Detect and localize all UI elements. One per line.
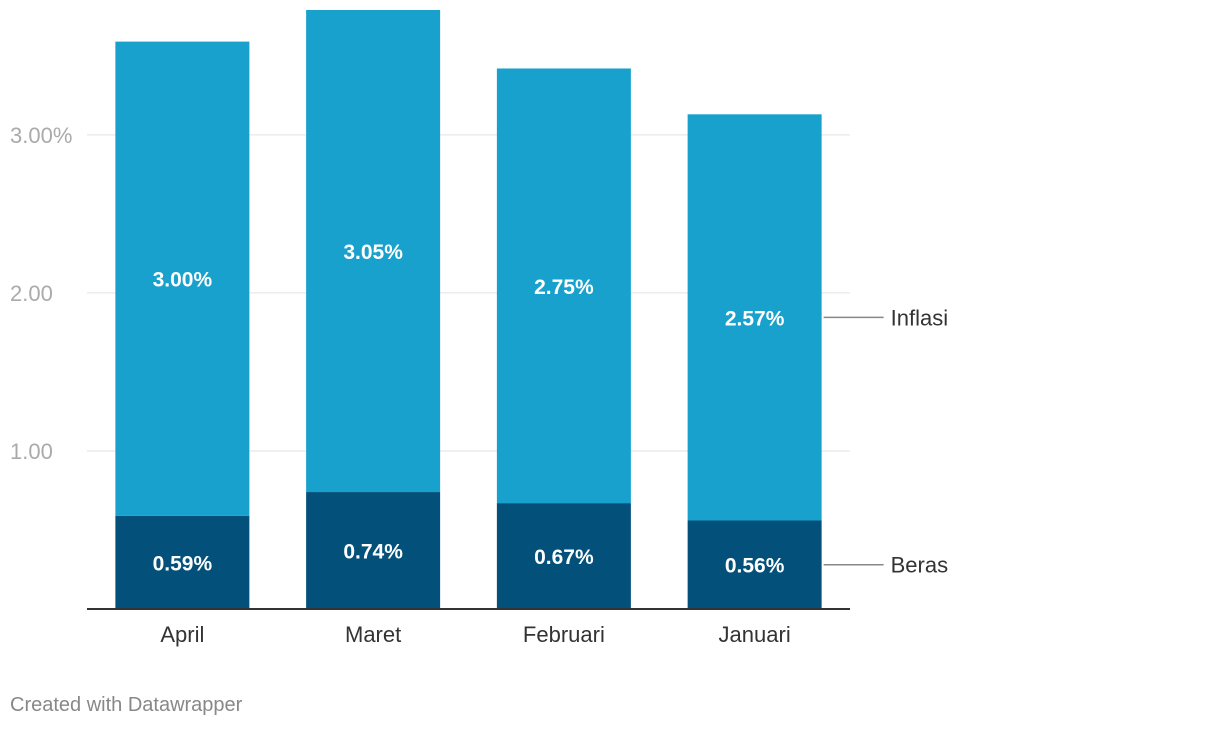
bar-inflasi-februari	[496, 68, 631, 504]
x-tick-label: Maret	[345, 622, 401, 647]
bar-beras-januari	[687, 520, 822, 609]
x-tick-label: Februari	[523, 622, 605, 647]
legend-label-beras: Beras	[891, 553, 948, 578]
bar-value-label: 2.57%	[725, 307, 785, 330]
x-tick-label: April	[160, 622, 204, 647]
y-tick-label: 3.00%	[10, 123, 72, 148]
credit-text: Created with Datawrapper	[10, 694, 243, 716]
bar-inflasi-maret	[306, 10, 441, 493]
y-axis-ticks: 1.00 2.00 3.00%	[10, 123, 72, 464]
x-axis-labels: April Maret Februari Januari	[160, 622, 790, 647]
legend: Beras Inflasi	[823, 305, 948, 578]
legend-label-inflasi: Inflasi	[891, 305, 948, 330]
bar-value-label: 2.75%	[534, 276, 594, 299]
y-tick-label: 2.00	[10, 281, 53, 306]
bar-value-label: 0.74%	[343, 541, 403, 564]
y-tick-label: 1.00	[10, 439, 53, 464]
x-tick-label: Januari	[719, 622, 791, 647]
bar-value-label: 0.56%	[725, 555, 785, 578]
bar-value-label: 3.05%	[343, 241, 403, 264]
bar-beras-april	[115, 515, 250, 609]
bar-beras-maret	[306, 492, 441, 609]
bars: 0.59% 3.00% 0.74% 3.05% 0.67% 2.75% 0.56% 2.57%	[115, 10, 822, 609]
bar-value-label: 0.67%	[534, 546, 594, 569]
bar-value-label: 0.59%	[153, 552, 213, 575]
bar-value-label: 3.00%	[153, 269, 213, 292]
bar-beras-februari	[496, 503, 631, 609]
bar-inflasi-januari	[687, 114, 822, 521]
bar-inflasi-april	[115, 41, 250, 516]
